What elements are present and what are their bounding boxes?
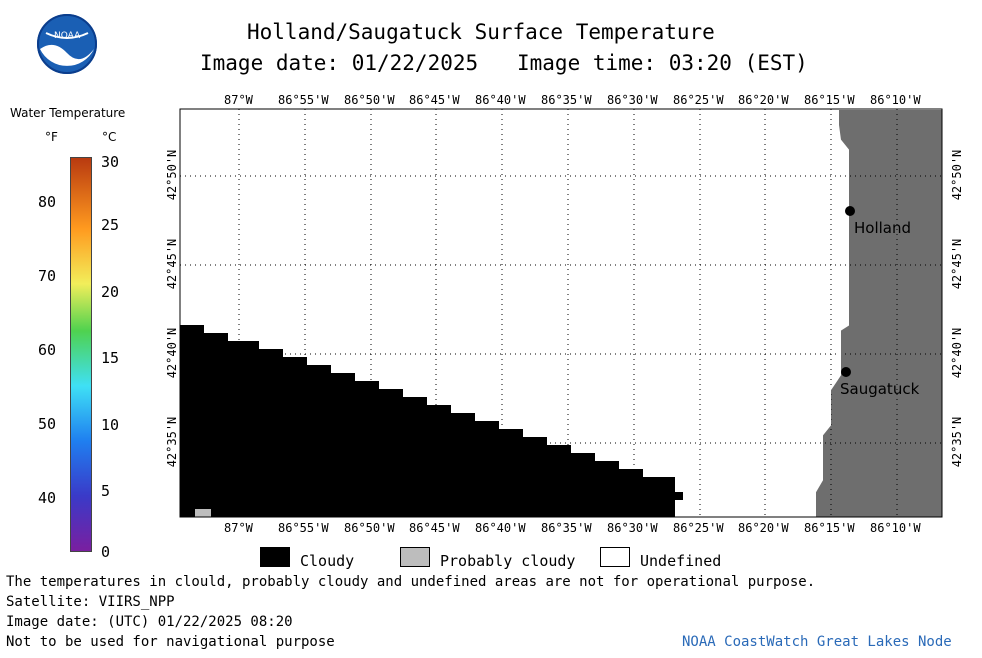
footer-note: The temperatures in clould, probably clo… xyxy=(6,574,816,590)
f-tick: 60 xyxy=(38,341,57,359)
lon-label: 86°50'W xyxy=(344,93,395,107)
place-saugatuck: Saugatuck xyxy=(840,380,920,398)
lat-label: 42°45'N xyxy=(165,238,179,290)
c-tick: 20 xyxy=(101,283,120,301)
holland-marker xyxy=(845,206,855,216)
legend-probably-cloudy-label: Probably cloudy xyxy=(440,552,576,570)
lat-label-right: 42°40'N xyxy=(950,327,964,379)
lon-label-bottom: 86°30'W xyxy=(607,521,658,535)
legend-undefined-label: Undefined xyxy=(640,552,722,570)
lat-label: 42°50'N xyxy=(165,149,179,201)
c-tick: 15 xyxy=(101,349,120,367)
saugatuck-marker xyxy=(841,367,851,377)
lon-label-bottom: 86°25'W xyxy=(673,521,724,535)
noaa-logo-icon: NOAA xyxy=(36,13,98,75)
lon-label: 86°25'W xyxy=(673,93,724,107)
colorbar-unit-c: °C xyxy=(102,130,117,144)
page-title: Holland/Saugatuck Surface Temperature xyxy=(247,20,715,44)
c-tick: 5 xyxy=(101,482,111,500)
lon-label: 87°W xyxy=(224,93,253,107)
lon-label: 86°20'W xyxy=(738,93,789,107)
lon-label: 86°15'W xyxy=(804,93,855,107)
f-tick: 50 xyxy=(38,415,57,433)
lon-label-bottom: 87°W xyxy=(224,521,253,535)
lon-label: 86°30'W xyxy=(607,93,658,107)
c-tick: 10 xyxy=(101,416,120,434)
f-tick: 40 xyxy=(38,489,57,507)
lon-label-bottom: 86°20'W xyxy=(738,521,789,535)
f-tick: 70 xyxy=(38,267,57,285)
lon-label-bottom: 86°40'W xyxy=(475,521,526,535)
lon-label: 86°35'W xyxy=(541,93,592,107)
colorbar-unit-f: °F xyxy=(45,130,58,144)
lon-label-bottom: 86°55'W xyxy=(278,521,329,535)
lon-label: 86°45'W xyxy=(409,93,460,107)
footer-credit: NOAA CoastWatch Great Lakes Node xyxy=(682,634,952,650)
lon-label-bottom: 86°45'W xyxy=(409,521,460,535)
lon-label-bottom: 86°50'W xyxy=(344,521,395,535)
c-tick: 25 xyxy=(101,216,120,234)
logo-text: NOAA xyxy=(54,31,81,41)
lat-label: 42°40'N xyxy=(165,327,179,379)
lon-label: 86°10'W xyxy=(870,93,921,107)
land-area xyxy=(815,110,942,517)
lon-label: 86°55'W xyxy=(278,93,329,107)
lat-label-right: 42°35'N xyxy=(950,416,964,468)
legend-undefined-swatch xyxy=(600,547,630,567)
footer-utc-date: Image date: (UTC) 01/22/2025 08:20 xyxy=(6,614,293,630)
image-time: Image time: 03:20 (EST) xyxy=(517,51,808,75)
shoreline xyxy=(814,110,849,517)
temperature-colorbar xyxy=(70,157,92,552)
colorbar-title: Water Temperature xyxy=(10,106,126,120)
image-date: Image date: 01/22/2025 xyxy=(200,51,479,75)
place-holland: Holland xyxy=(854,219,912,237)
lat-label: 42°35'N xyxy=(165,416,179,468)
probably-cloudy-pixel xyxy=(195,509,211,517)
grid-lines xyxy=(180,109,942,517)
lon-label-bottom: 86°10'W xyxy=(870,521,921,535)
footer-nav-warning: Not to be used for navigational purpose xyxy=(6,634,335,650)
c-tick: 0 xyxy=(101,543,111,561)
legend-cloudy-swatch xyxy=(260,547,290,567)
lat-label-right: 42°50'N xyxy=(950,149,964,201)
lon-label-bottom: 86°35'W xyxy=(541,521,592,535)
lat-label-right: 42°45'N xyxy=(950,238,964,290)
f-tick: 80 xyxy=(38,193,57,211)
lon-label: 86°40'W xyxy=(475,93,526,107)
legend-probably-cloudy-swatch xyxy=(400,547,430,567)
legend-cloudy-label: Cloudy xyxy=(300,552,355,570)
c-tick: 30 xyxy=(101,153,120,171)
lon-label-bottom: 86°15'W xyxy=(804,521,855,535)
cloud-area xyxy=(180,325,683,517)
footer-satellite: Satellite: VIIRS_NPP xyxy=(6,594,175,610)
